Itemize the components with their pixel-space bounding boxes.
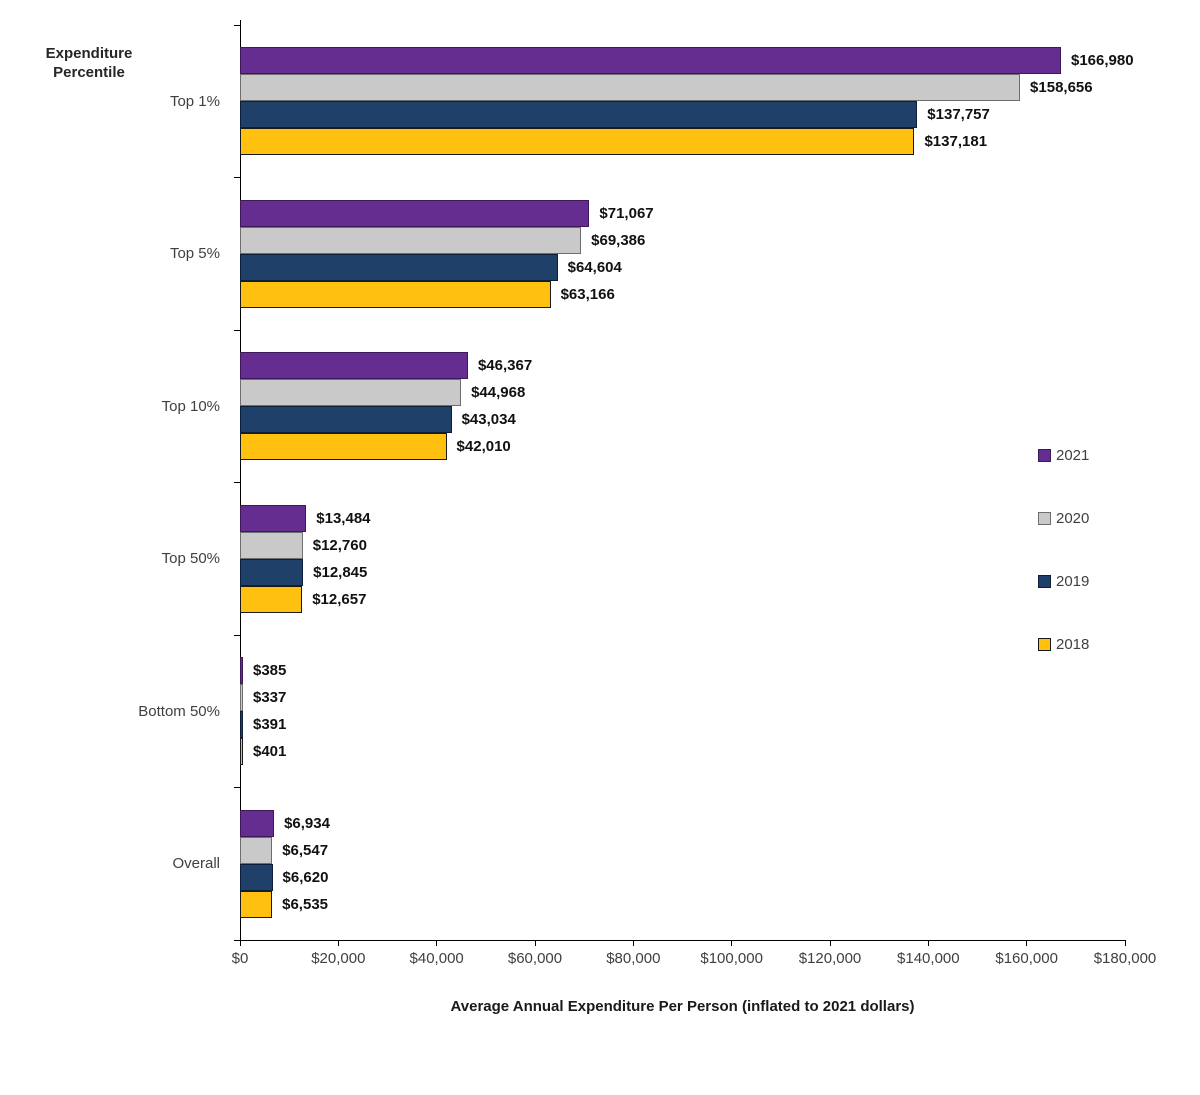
bar-2018-Top 50% xyxy=(240,585,303,613)
x-tick-label: $180,000 xyxy=(1093,950,1157,967)
legend-item-2021: 2021 xyxy=(1038,446,1089,464)
bar-value-label: $43,034 xyxy=(461,411,516,429)
bar-value-label: $137,181 xyxy=(924,133,988,151)
legend-label-2018: 2018 xyxy=(1056,635,1090,653)
x-axis-tick xyxy=(337,940,339,946)
bar-value-label: $13,484 xyxy=(316,509,371,527)
y-axis-tick xyxy=(234,939,240,941)
bar-2021-Top 1% xyxy=(240,47,1061,75)
bar-2019-Overall xyxy=(240,863,273,891)
bar-2019-Top 5% xyxy=(240,253,558,281)
bar-value-label: $158,656 xyxy=(1030,79,1093,97)
bar-value-label: $337 xyxy=(253,689,287,707)
bar-value-label: $166,980 xyxy=(1070,52,1134,70)
x-axis-line xyxy=(240,940,1126,941)
x-axis-tick xyxy=(1026,940,1028,946)
bar-2018-Top 5% xyxy=(240,280,551,308)
legend-marker-2020 xyxy=(1038,511,1051,525)
bar-2019-Top 1% xyxy=(240,101,918,129)
bar-2020-Bottom 50% xyxy=(240,684,243,712)
bar-value-label: $42,010 xyxy=(456,438,511,456)
bar-2021-Top 50% xyxy=(240,504,307,532)
bar-2018-Top 10% xyxy=(240,433,447,461)
legend-marker-2021 xyxy=(1038,448,1051,462)
bar-2018-Bottom 50% xyxy=(240,738,243,766)
bar-2018-Top 1% xyxy=(240,128,915,156)
x-tick-label: $120,000 xyxy=(798,950,862,967)
x-axis-title: Average Annual Expenditure Per Person (i… xyxy=(450,998,915,1015)
bar-value-label: $63,166 xyxy=(560,285,615,303)
bar-2020-Top 1% xyxy=(240,74,1021,102)
bar-2020-Top 5% xyxy=(240,226,582,254)
x-tick-label: $80,000 xyxy=(606,950,661,967)
y-axis-tick xyxy=(234,482,240,483)
category-label: Bottom 50% xyxy=(138,702,220,720)
legend-item-2018: 2018 xyxy=(1038,635,1089,653)
x-tick-label: $20,000 xyxy=(311,950,366,967)
x-axis-tick xyxy=(534,940,536,946)
bar-value-label: $69,386 xyxy=(591,231,646,249)
bar-value-label: $385 xyxy=(253,662,287,680)
y-axis-tick xyxy=(234,177,240,178)
bar-2019-Top 10% xyxy=(240,406,452,434)
bar-value-label: $12,657 xyxy=(312,590,367,608)
bar-2019-Top 50% xyxy=(240,558,304,586)
legend-item-2019: 2019 xyxy=(1038,572,1089,590)
bar-value-label: $12,845 xyxy=(313,563,368,581)
category-label: Top 1% xyxy=(169,92,220,110)
x-axis-tick xyxy=(927,940,929,946)
category-label: Top 10% xyxy=(161,397,220,415)
y-axis-tick xyxy=(234,329,240,331)
bar-2021-Overall xyxy=(240,809,275,837)
bar-value-label: $6,547 xyxy=(282,841,329,859)
bar-value-label: $12,760 xyxy=(312,536,367,554)
y-axis-title: Expenditure Percentile xyxy=(45,45,133,81)
bar-2021-Top 5% xyxy=(240,199,590,227)
bar-value-label: $401 xyxy=(253,743,287,761)
bar-value-label: $6,934 xyxy=(284,814,330,832)
legend-label-2021: 2021 xyxy=(1056,446,1090,464)
x-axis-tick xyxy=(632,940,634,946)
legend: 2021 2020 2019 2018 xyxy=(1038,446,1089,653)
bar-2021-Bottom 50% xyxy=(240,657,243,685)
bar-2018-Overall xyxy=(240,890,273,918)
category-label: Top 5% xyxy=(169,245,220,263)
x-tick-label: $0 xyxy=(231,950,249,967)
legend-item-2020: 2020 xyxy=(1038,509,1089,527)
bar-value-label: $6,535 xyxy=(282,895,329,913)
x-axis-tick xyxy=(1124,940,1126,946)
x-tick-label: $100,000 xyxy=(700,950,763,967)
x-tick-label: $140,000 xyxy=(897,950,960,967)
bar-value-label: $64,604 xyxy=(567,258,622,276)
y-axis-tick xyxy=(234,24,240,26)
bar-2020-Top 10% xyxy=(240,379,462,407)
x-tick-label: $40,000 xyxy=(409,950,464,967)
bar-value-label: $137,757 xyxy=(927,106,990,124)
x-axis-tick xyxy=(731,940,733,946)
x-axis-tick xyxy=(829,940,831,946)
category-label: Overall xyxy=(172,855,220,873)
bar-value-label: $46,367 xyxy=(477,357,533,375)
y-axis-tick xyxy=(234,634,240,636)
legend-label-2019: 2019 xyxy=(1056,572,1090,590)
legend-marker-2019 xyxy=(1038,574,1051,588)
bar-value-label: $391 xyxy=(253,716,287,734)
x-tick-label: $60,000 xyxy=(507,950,563,967)
category-label: Top 50% xyxy=(161,550,220,568)
y-axis-tick xyxy=(234,787,240,788)
legend-marker-2018 xyxy=(1038,637,1051,651)
bar-2020-Overall xyxy=(240,836,273,864)
x-tick-label: $160,000 xyxy=(995,950,1058,967)
legend-label-2020: 2020 xyxy=(1056,509,1090,527)
x-axis-tick xyxy=(239,940,241,946)
bar-2019-Bottom 50% xyxy=(240,711,243,739)
bar-value-label: $6,620 xyxy=(282,868,329,886)
bar-2020-Top 50% xyxy=(240,531,303,559)
bar-value-label: $71,067 xyxy=(599,204,654,222)
x-axis-tick xyxy=(436,940,438,946)
bar-2021-Top 10% xyxy=(240,352,468,380)
y-axis-line xyxy=(240,20,241,941)
bar-value-label: $44,968 xyxy=(471,384,526,402)
